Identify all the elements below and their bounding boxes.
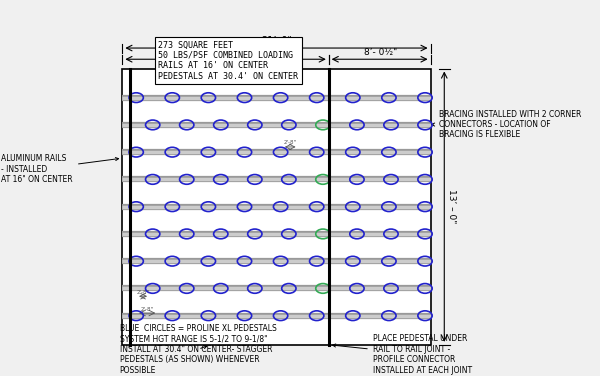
Text: 2'-8": 2'-8" <box>140 307 154 312</box>
Text: ALUMINUM RAILS
- INSTALLED
AT 16" ON CENTER: ALUMINUM RAILS - INSTALLED AT 16" ON CEN… <box>1 155 119 184</box>
Text: 2'-8": 2'-8" <box>137 290 150 296</box>
Text: BLUE  CIRCLES = PROLINE XL PEDESTALS
SYSTEM HGT RANGE IS 5-1/2 TO 9-1/8"
INSTALL: BLUE CIRCLES = PROLINE XL PEDESTALS SYST… <box>119 324 277 374</box>
Text: 12’ – 11½": 12’ – 11½" <box>203 49 251 58</box>
Text: 273 SQUARE FEET
50 LBS/PSF COMBINED LOADING
RAILS AT 16' ON CENTER
PEDESTALS AT : 273 SQUARE FEET 50 LBS/PSF COMBINED LOAD… <box>158 41 298 81</box>
Text: 13’ – 0": 13’ – 0" <box>447 190 456 224</box>
Text: 2'-8": 2'-8" <box>284 140 297 145</box>
Text: 8’- 0½": 8’- 0½" <box>364 49 398 58</box>
Bar <box>122 68 431 345</box>
Text: PLACE PEDESTAL UNDER
RAIL TO RAIL JOINT -
PROFILE CONNECTOR
INSTALLED AT EACH JO: PLACE PEDESTAL UNDER RAIL TO RAIL JOINT … <box>332 334 472 374</box>
Text: 21’–0": 21’–0" <box>261 36 292 46</box>
Text: BRACING INSTALLED WITH 2 CORNER
CONNECTORS - LOCATION OF
BRACING IS FLEXIBLE: BRACING INSTALLED WITH 2 CORNER CONNECTO… <box>431 110 581 139</box>
